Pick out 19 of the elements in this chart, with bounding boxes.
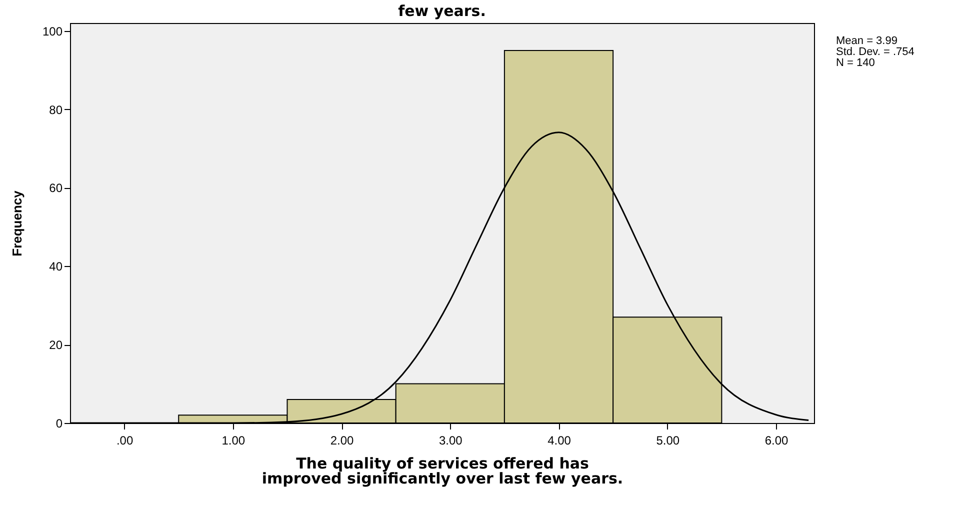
y-tick-label: 40 — [49, 260, 63, 274]
y-tick-label: 100 — [42, 24, 63, 38]
y-axis-title: Frequency — [9, 190, 24, 256]
x-tick-label: 6.00 — [764, 434, 788, 448]
x-tick-label: 2.00 — [330, 434, 354, 448]
x-tick-label: 5.00 — [656, 434, 680, 448]
x-tick-label: 1.00 — [222, 434, 246, 448]
text: Std. Dev. = .754 — [836, 46, 914, 58]
x-axis-title: The quality of services offered has improved significantly over last few years. — [262, 454, 624, 488]
x-tick-label: 4.00 — [548, 434, 572, 448]
y-tick-label: 60 — [49, 181, 63, 196]
text: N = 140 — [836, 57, 876, 69]
x-tick-label: 3.00 — [438, 434, 463, 448]
text: Mean = 3.99 — [836, 35, 898, 47]
chart-title: few years. — [398, 2, 486, 20]
y-tick-label: 20 — [49, 338, 63, 352]
y-tick-label: 80 — [49, 102, 63, 117]
y-tick-label: 0 — [56, 416, 63, 430]
x-tick-label: .00 — [116, 434, 134, 448]
